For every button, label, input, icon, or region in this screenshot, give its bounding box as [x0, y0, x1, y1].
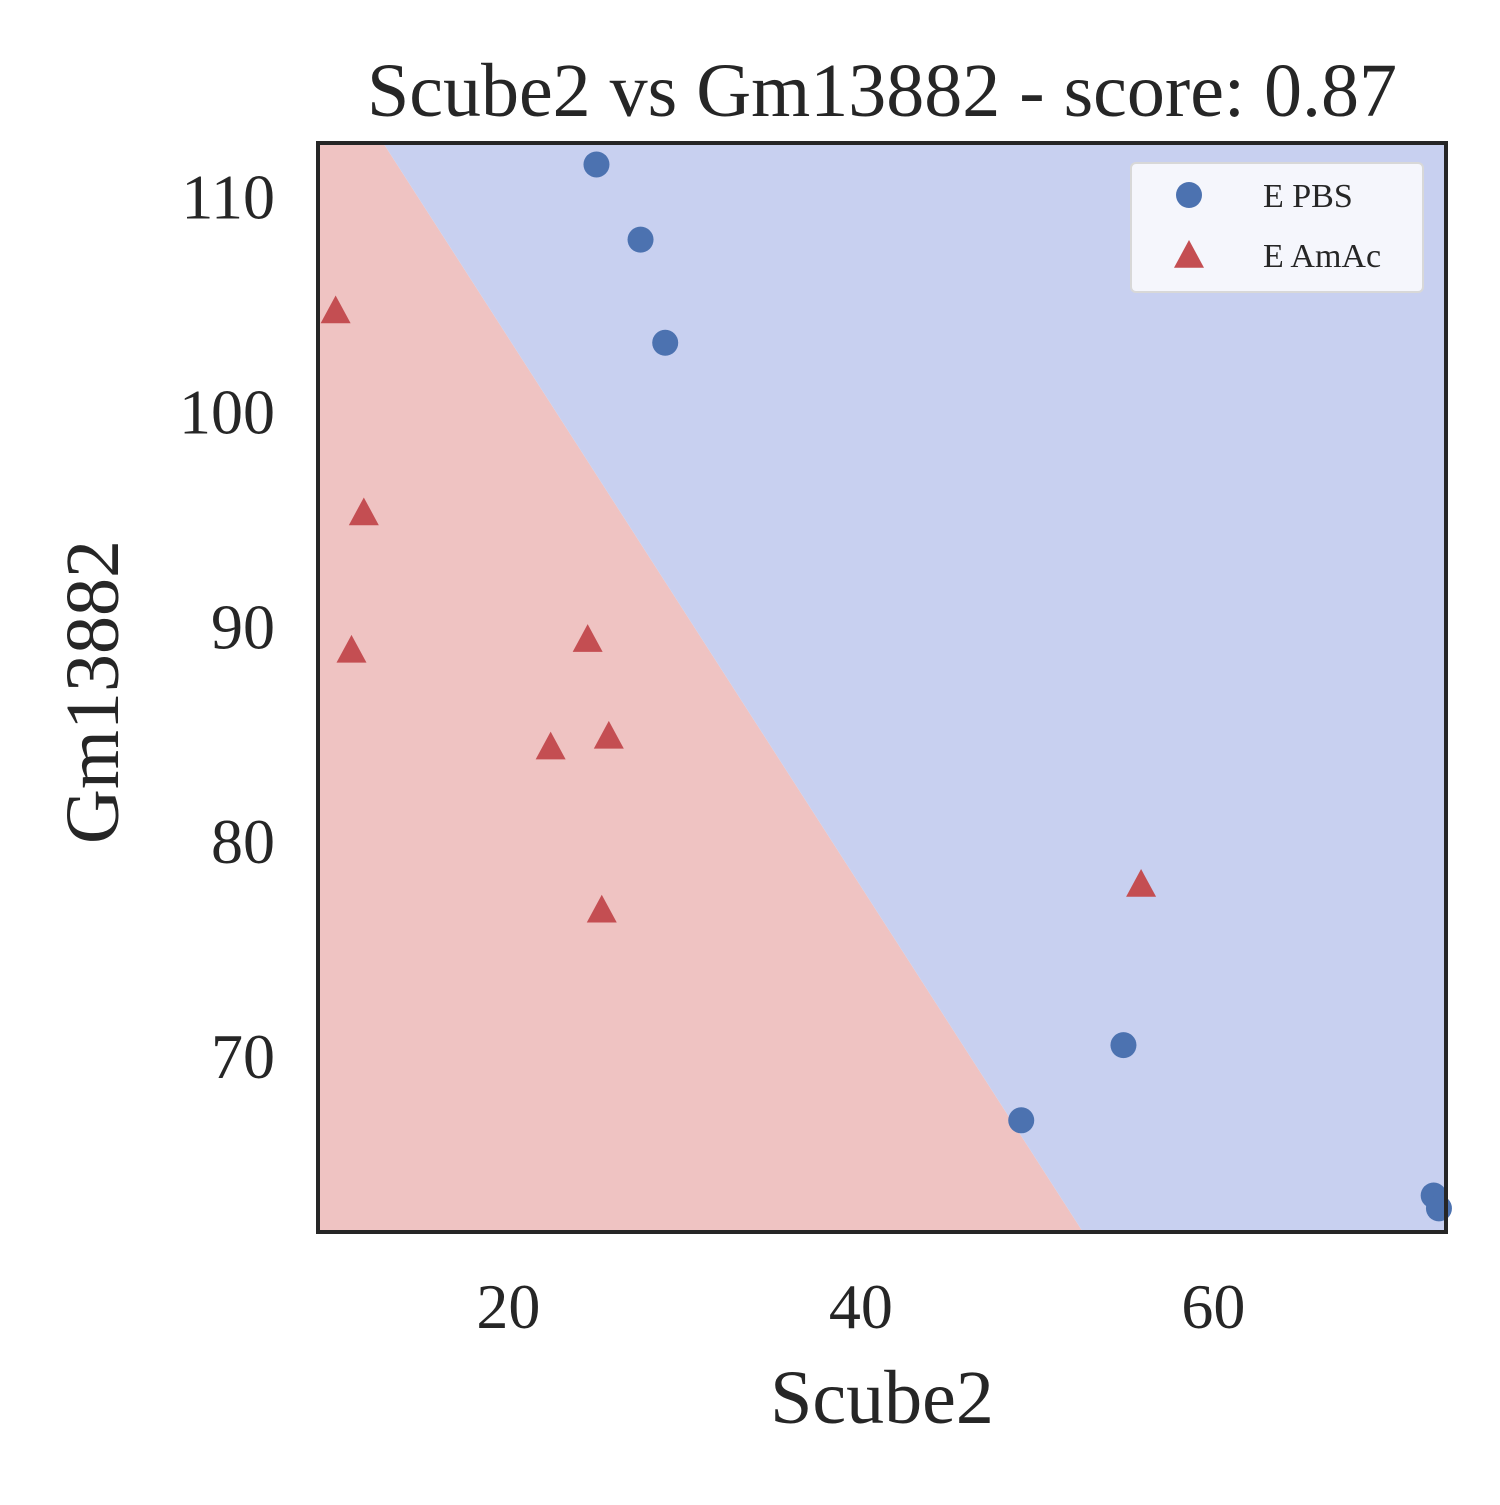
legend-label-e-amac: E AmAc: [1263, 238, 1381, 275]
legend-label-e-pbs: E PBS: [1263, 178, 1353, 215]
point-e-pbs: [1425, 1195, 1452, 1222]
chart-title: Scube2 vs Gm13882 - score: 0.87: [367, 49, 1397, 133]
x-axis-label: Scube2: [770, 1356, 994, 1440]
region-e-amac: [318, 143, 1083, 1232]
y-tick-label: 110: [181, 162, 275, 233]
legend-marker-e-pbs: [1176, 182, 1202, 208]
point-e-amac: [593, 720, 624, 749]
point-e-amac: [572, 624, 603, 652]
y-axis-label: Gm13882: [51, 540, 135, 844]
y-tick-label: 90: [211, 591, 275, 662]
region-e-pbs: [383, 143, 1446, 1232]
x-axis-ticks: 20 40 60: [476, 1271, 1245, 1342]
point-e-amac: [348, 497, 379, 526]
point-e-amac: [336, 634, 367, 663]
x-tick-label: 40: [829, 1271, 893, 1342]
point-e-amac: [535, 731, 566, 760]
plot-frame: [316, 141, 1448, 1234]
point-e-amac: [320, 295, 351, 324]
legend: E PBS E AmAc: [1130, 162, 1424, 293]
x-tick-label: 20: [476, 1271, 540, 1342]
legend-box: [1130, 162, 1424, 293]
legend-marker-e-amac: [1174, 240, 1204, 268]
point-e-pbs: [1110, 1032, 1137, 1059]
point-e-pbs: [627, 226, 654, 253]
x-tick-label: 60: [1181, 1271, 1245, 1342]
point-e-amac: [586, 894, 617, 923]
point-e-amac: [1126, 869, 1157, 897]
y-tick-label: 100: [179, 376, 275, 447]
point-e-pbs: [583, 151, 610, 178]
point-e-pbs: [1008, 1107, 1035, 1134]
y-axis-ticks: 70 80 90 100 110: [179, 162, 275, 1092]
decision-regions: [318, 143, 1446, 1232]
y-tick-label: 70: [211, 1021, 275, 1092]
point-e-pbs: [652, 329, 679, 356]
y-tick-label: 80: [211, 806, 275, 877]
